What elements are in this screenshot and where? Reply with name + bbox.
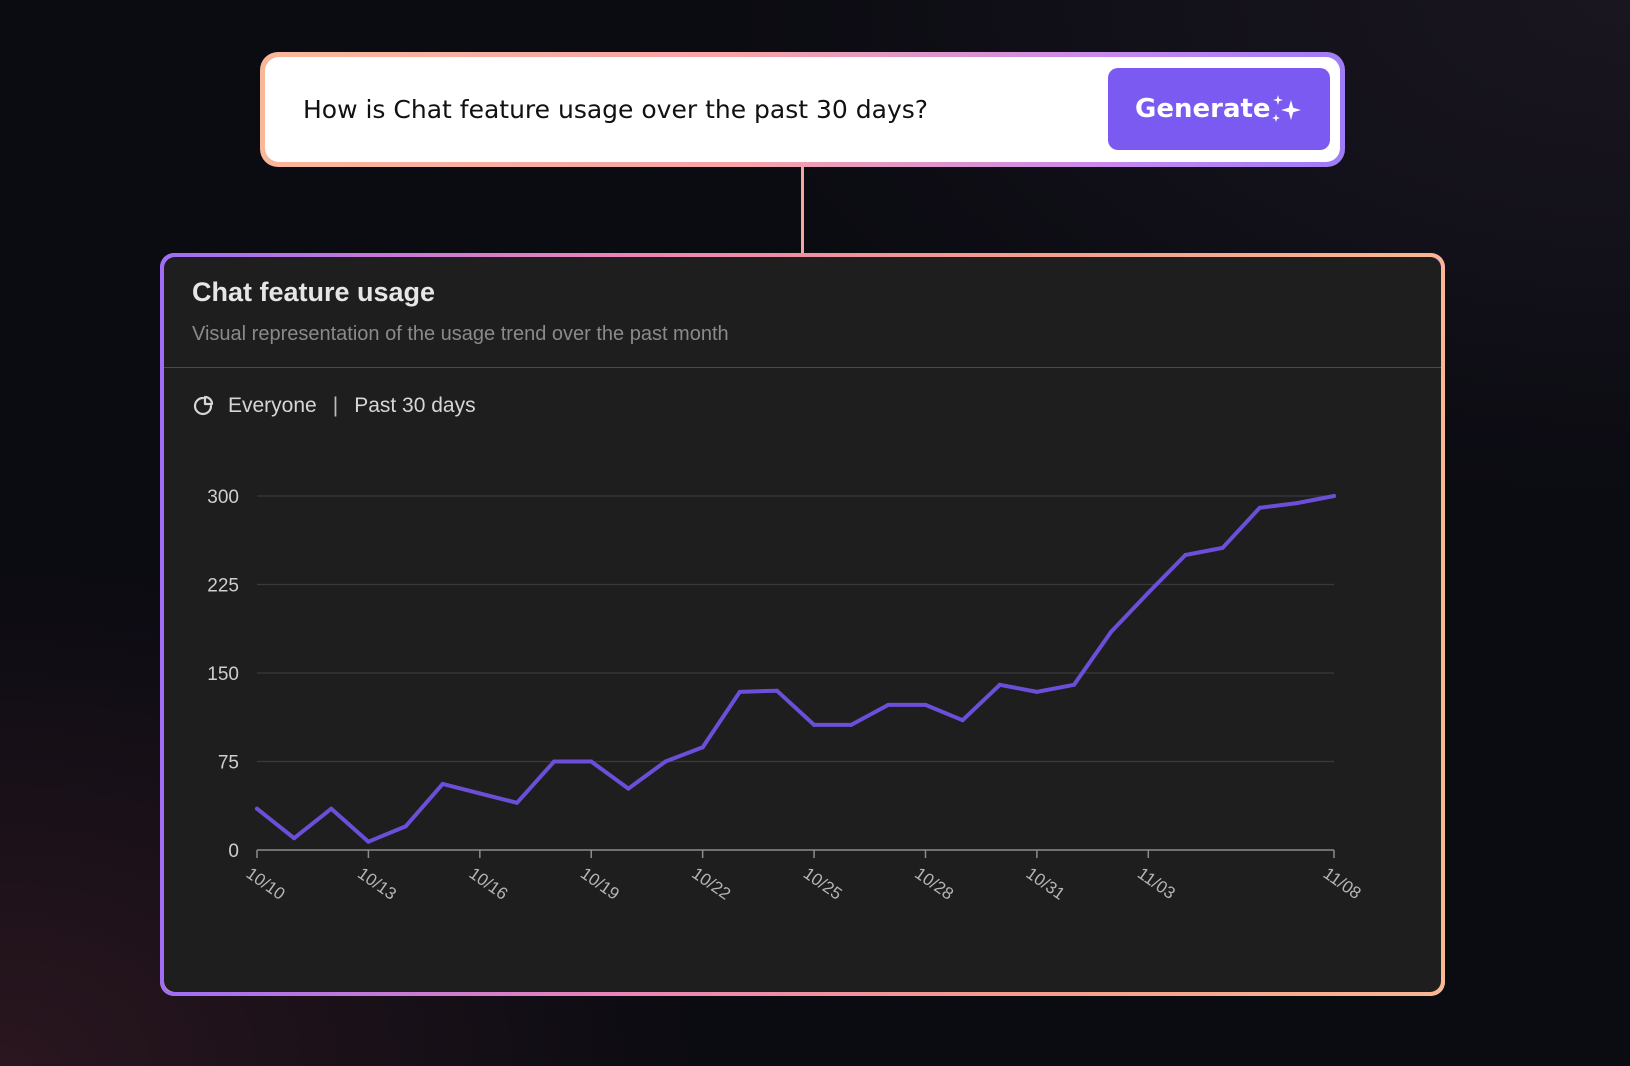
x-tick-label: 10/31 xyxy=(1023,864,1069,904)
data-point xyxy=(1332,494,1336,498)
series-lines xyxy=(255,494,1336,844)
grid-lines xyxy=(257,495,1334,763)
data-point xyxy=(1034,689,1039,694)
data-point xyxy=(626,786,631,791)
y-tick-label: 0 xyxy=(228,841,239,862)
connector-line xyxy=(801,167,804,253)
data-point xyxy=(552,759,557,764)
data-point xyxy=(1220,545,1225,550)
chart-card: Chat feature usage Visual representation… xyxy=(164,257,1441,992)
y-tick-label: 75 xyxy=(218,753,239,774)
generate-button-label: Generate xyxy=(1135,94,1271,124)
data-point xyxy=(514,800,519,805)
prompt-box[interactable]: How is Chat feature usage over the past … xyxy=(265,57,1340,162)
x-tick-label: 11/03 xyxy=(1134,864,1179,903)
data-point xyxy=(886,702,891,707)
data-point xyxy=(1183,553,1188,557)
data-point xyxy=(589,759,594,764)
filter-separator: | xyxy=(332,394,339,417)
y-axis-ticks: 0 75 150 225 300 xyxy=(207,487,239,862)
audience-filter[interactable]: Everyone xyxy=(228,394,317,417)
series-line xyxy=(255,494,1336,844)
x-tick-label: 10/13 xyxy=(354,864,400,904)
generate-button[interactable]: Generate xyxy=(1108,68,1330,150)
filter-row[interactable]: Everyone | Past 30 days xyxy=(192,391,476,421)
x-tick-label: 10/22 xyxy=(688,864,734,904)
data-point xyxy=(997,682,1002,687)
data-point xyxy=(923,702,928,707)
data-point xyxy=(329,806,334,811)
data-point xyxy=(849,722,854,727)
card-subtitle: Visual representation of the usage trend… xyxy=(192,323,729,345)
data-point xyxy=(366,839,371,844)
x-axis-ticks: 10/10 10/13 10/16 10/19 10/22 10/25 10/28 10/31… xyxy=(243,850,1365,904)
period-filter[interactable]: Past 30 days xyxy=(354,394,476,417)
data-point xyxy=(700,745,705,750)
y-tick-label: 300 xyxy=(207,487,239,508)
x-tick-label: 10/16 xyxy=(466,864,512,904)
card-title: Chat feature usage xyxy=(192,277,436,307)
data-point xyxy=(737,689,742,694)
card-divider xyxy=(164,367,1441,368)
prompt-bar: How is Chat feature usage over the past … xyxy=(260,52,1345,167)
data-point xyxy=(663,759,668,764)
x-tick-label: 10/10 xyxy=(243,864,289,904)
data-point xyxy=(292,836,297,841)
y-tick-label: 225 xyxy=(207,576,239,597)
data-point xyxy=(960,718,965,723)
x-tick-label: 11/08 xyxy=(1320,864,1365,903)
x-tick-label: 10/28 xyxy=(911,864,957,904)
data-point xyxy=(1072,682,1077,687)
chart-card-border: Chat feature usage Visual representation… xyxy=(160,253,1445,996)
pie-chart-icon xyxy=(193,395,214,416)
x-tick-label: 10/19 xyxy=(577,864,623,904)
data-point xyxy=(812,722,817,727)
data-point xyxy=(1109,629,1114,634)
data-point xyxy=(255,806,259,811)
x-tick-label: 10/25 xyxy=(800,864,846,904)
sparkle-icon xyxy=(1272,95,1301,122)
data-point xyxy=(403,824,408,829)
data-point xyxy=(1294,501,1299,506)
data-point xyxy=(440,781,445,786)
y-tick-label: 150 xyxy=(207,664,239,685)
data-point xyxy=(477,791,482,796)
data-point xyxy=(1257,505,1262,510)
data-point xyxy=(1146,590,1151,595)
prompt-question[interactable]: How is Chat feature usage over the past … xyxy=(303,95,929,124)
data-point xyxy=(774,688,779,693)
